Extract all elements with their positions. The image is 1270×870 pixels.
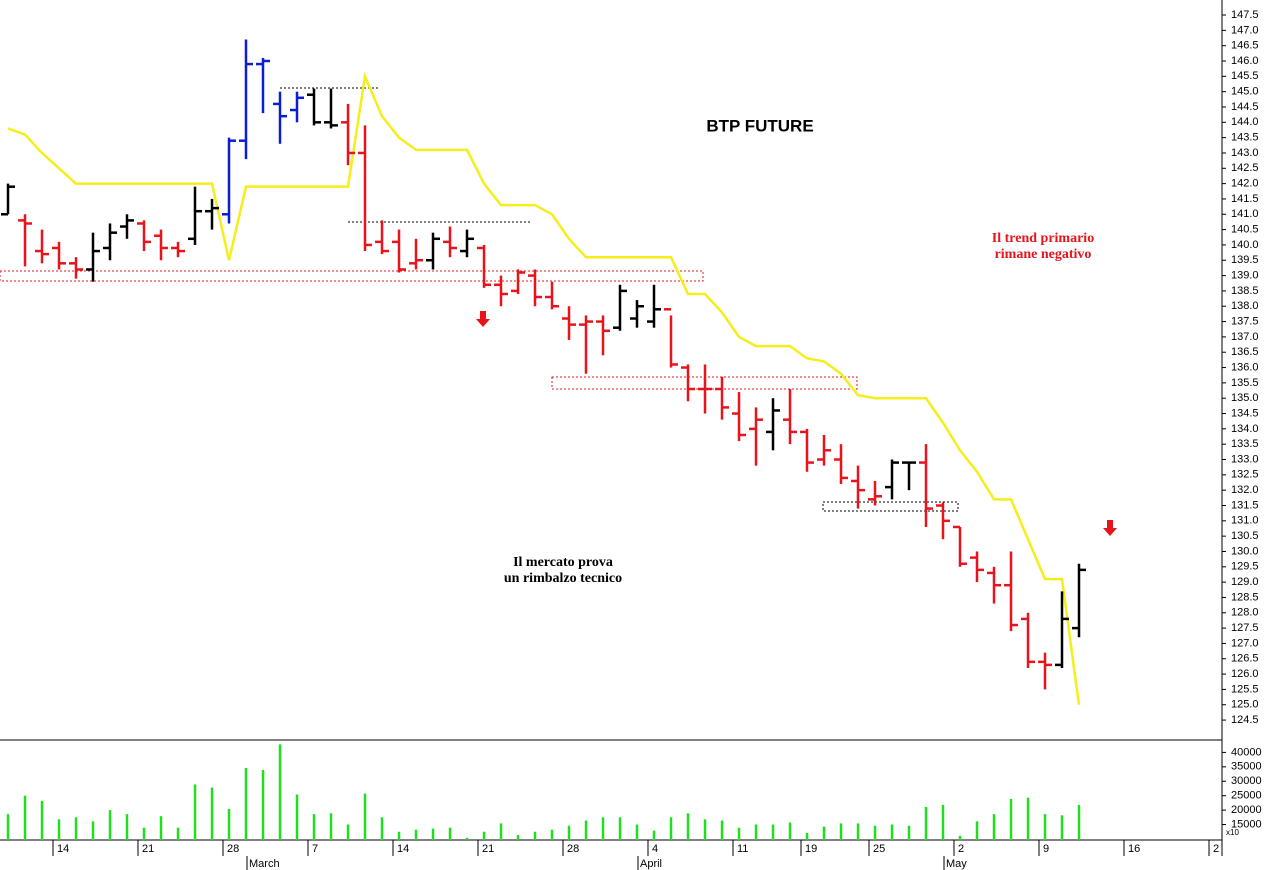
x-tick-label: 21 [482, 843, 494, 855]
y-tick-label: 143.5 [1231, 132, 1259, 144]
support-zone [0, 270, 704, 282]
y-tick-label: 141.0 [1231, 208, 1259, 220]
y-tick-label: 40000 [1231, 746, 1262, 758]
x-tick-label: 9 [1043, 843, 1049, 855]
y-tick-label: 127.0 [1231, 637, 1259, 649]
y-tick-label: 131.0 [1231, 515, 1259, 527]
y-tick-label: 137.0 [1231, 331, 1259, 343]
month-label: March [249, 858, 280, 870]
y-tick-label: 126.5 [1231, 653, 1259, 665]
y-tick-label: 135.0 [1231, 392, 1259, 404]
y-tick-label: 147.0 [1231, 24, 1259, 36]
y-tick-label: 142.5 [1231, 162, 1259, 174]
down-arrow [1103, 520, 1117, 536]
x-tick-label: 28 [567, 843, 579, 855]
y-tick-label: 138.5 [1231, 285, 1259, 297]
y-tick-label: 143.0 [1231, 147, 1259, 159]
month-label: April [640, 858, 662, 870]
y-tick-label: 138.0 [1231, 300, 1259, 312]
y-tick-label: 130.0 [1231, 545, 1259, 557]
y-tick-label: 139.0 [1231, 269, 1259, 281]
x-tick-label: 11 [737, 843, 748, 855]
y-tick-label: 146.0 [1231, 55, 1259, 67]
y-tick-label: 25000 [1231, 790, 1262, 802]
y-tick-label: 147.5 [1231, 9, 1259, 21]
down-arrow [476, 311, 490, 327]
y-tick-label: 130.5 [1231, 530, 1259, 542]
y-tick-label: 136.0 [1231, 361, 1259, 373]
y-tick-label: 129.0 [1231, 576, 1259, 588]
y-tick-label: 133.0 [1231, 453, 1259, 465]
y-tick-label: 145.0 [1231, 86, 1259, 98]
annotation: Il mercato prova [513, 555, 613, 570]
y-tick-label: 145.5 [1231, 70, 1259, 82]
y-tick-label: 129.5 [1231, 561, 1259, 573]
y-tick-label: 135.5 [1231, 377, 1259, 389]
y-tick-label: 141.5 [1231, 193, 1259, 205]
y-tick-label: 125.0 [1231, 699, 1259, 711]
y-tick-label: 134.0 [1231, 423, 1259, 435]
y-tick-label: 127.5 [1231, 622, 1259, 634]
annotation: Il trend primario [992, 231, 1094, 246]
y-tick-label: 139.5 [1231, 254, 1259, 266]
x-tick-label: 28 [227, 843, 239, 855]
y-tick-label: 30000 [1231, 775, 1262, 787]
x-tick-label: 7 [312, 843, 318, 855]
annotation: rimane negativo [995, 247, 1092, 262]
chart-title: BTP FUTURE [706, 116, 813, 135]
y-tick-label: 140.5 [1231, 224, 1259, 236]
y-tick-label: 125.5 [1231, 683, 1259, 695]
y-tick-label: 140.0 [1231, 239, 1259, 251]
y-tick-label: 124.5 [1231, 714, 1259, 726]
y-tick-label: 144.0 [1231, 116, 1259, 128]
y-tick-label: 20000 [1231, 804, 1262, 816]
y-tick-label: 132.5 [1231, 469, 1259, 481]
y-tick-label: 134.5 [1231, 407, 1259, 419]
x-tick-label: 25 [873, 843, 885, 855]
x-tick-label: 14 [57, 843, 69, 855]
y-tick-label: 131.5 [1231, 499, 1259, 511]
x-tick-label: 21 [142, 843, 154, 855]
trend-line [7, 71, 1081, 705]
y-tick-label: 133.5 [1231, 438, 1259, 450]
y-tick-label: 142.0 [1231, 178, 1259, 190]
x-tick-label: 4 [652, 843, 658, 855]
y-tick-label: 126.0 [1231, 668, 1259, 680]
month-label: May [946, 858, 967, 870]
y-tick-label: 35000 [1231, 761, 1262, 773]
y-tick-label: 137.5 [1231, 315, 1259, 327]
y-tick-label: 136.5 [1231, 346, 1259, 358]
y-tick-label: 15000 [1231, 818, 1262, 830]
x-tick-label: 16 [1128, 843, 1140, 855]
y-tick-label: 128.5 [1231, 591, 1259, 603]
y-tick-label: 144.5 [1231, 101, 1259, 113]
y-tick-label: 128.0 [1231, 607, 1259, 619]
x-tick-label: 19 [805, 843, 817, 855]
x-tick-label: 2 [1213, 843, 1219, 855]
x-tick-label: 14 [397, 843, 409, 855]
y-tick-label: 146.5 [1231, 40, 1259, 52]
x-tick-label: 2 [958, 843, 964, 855]
volume-scale-label: x10 [1226, 828, 1239, 837]
annotation: un rimbalzo tecnico [504, 571, 622, 586]
y-tick-label: 132.0 [1231, 484, 1259, 496]
